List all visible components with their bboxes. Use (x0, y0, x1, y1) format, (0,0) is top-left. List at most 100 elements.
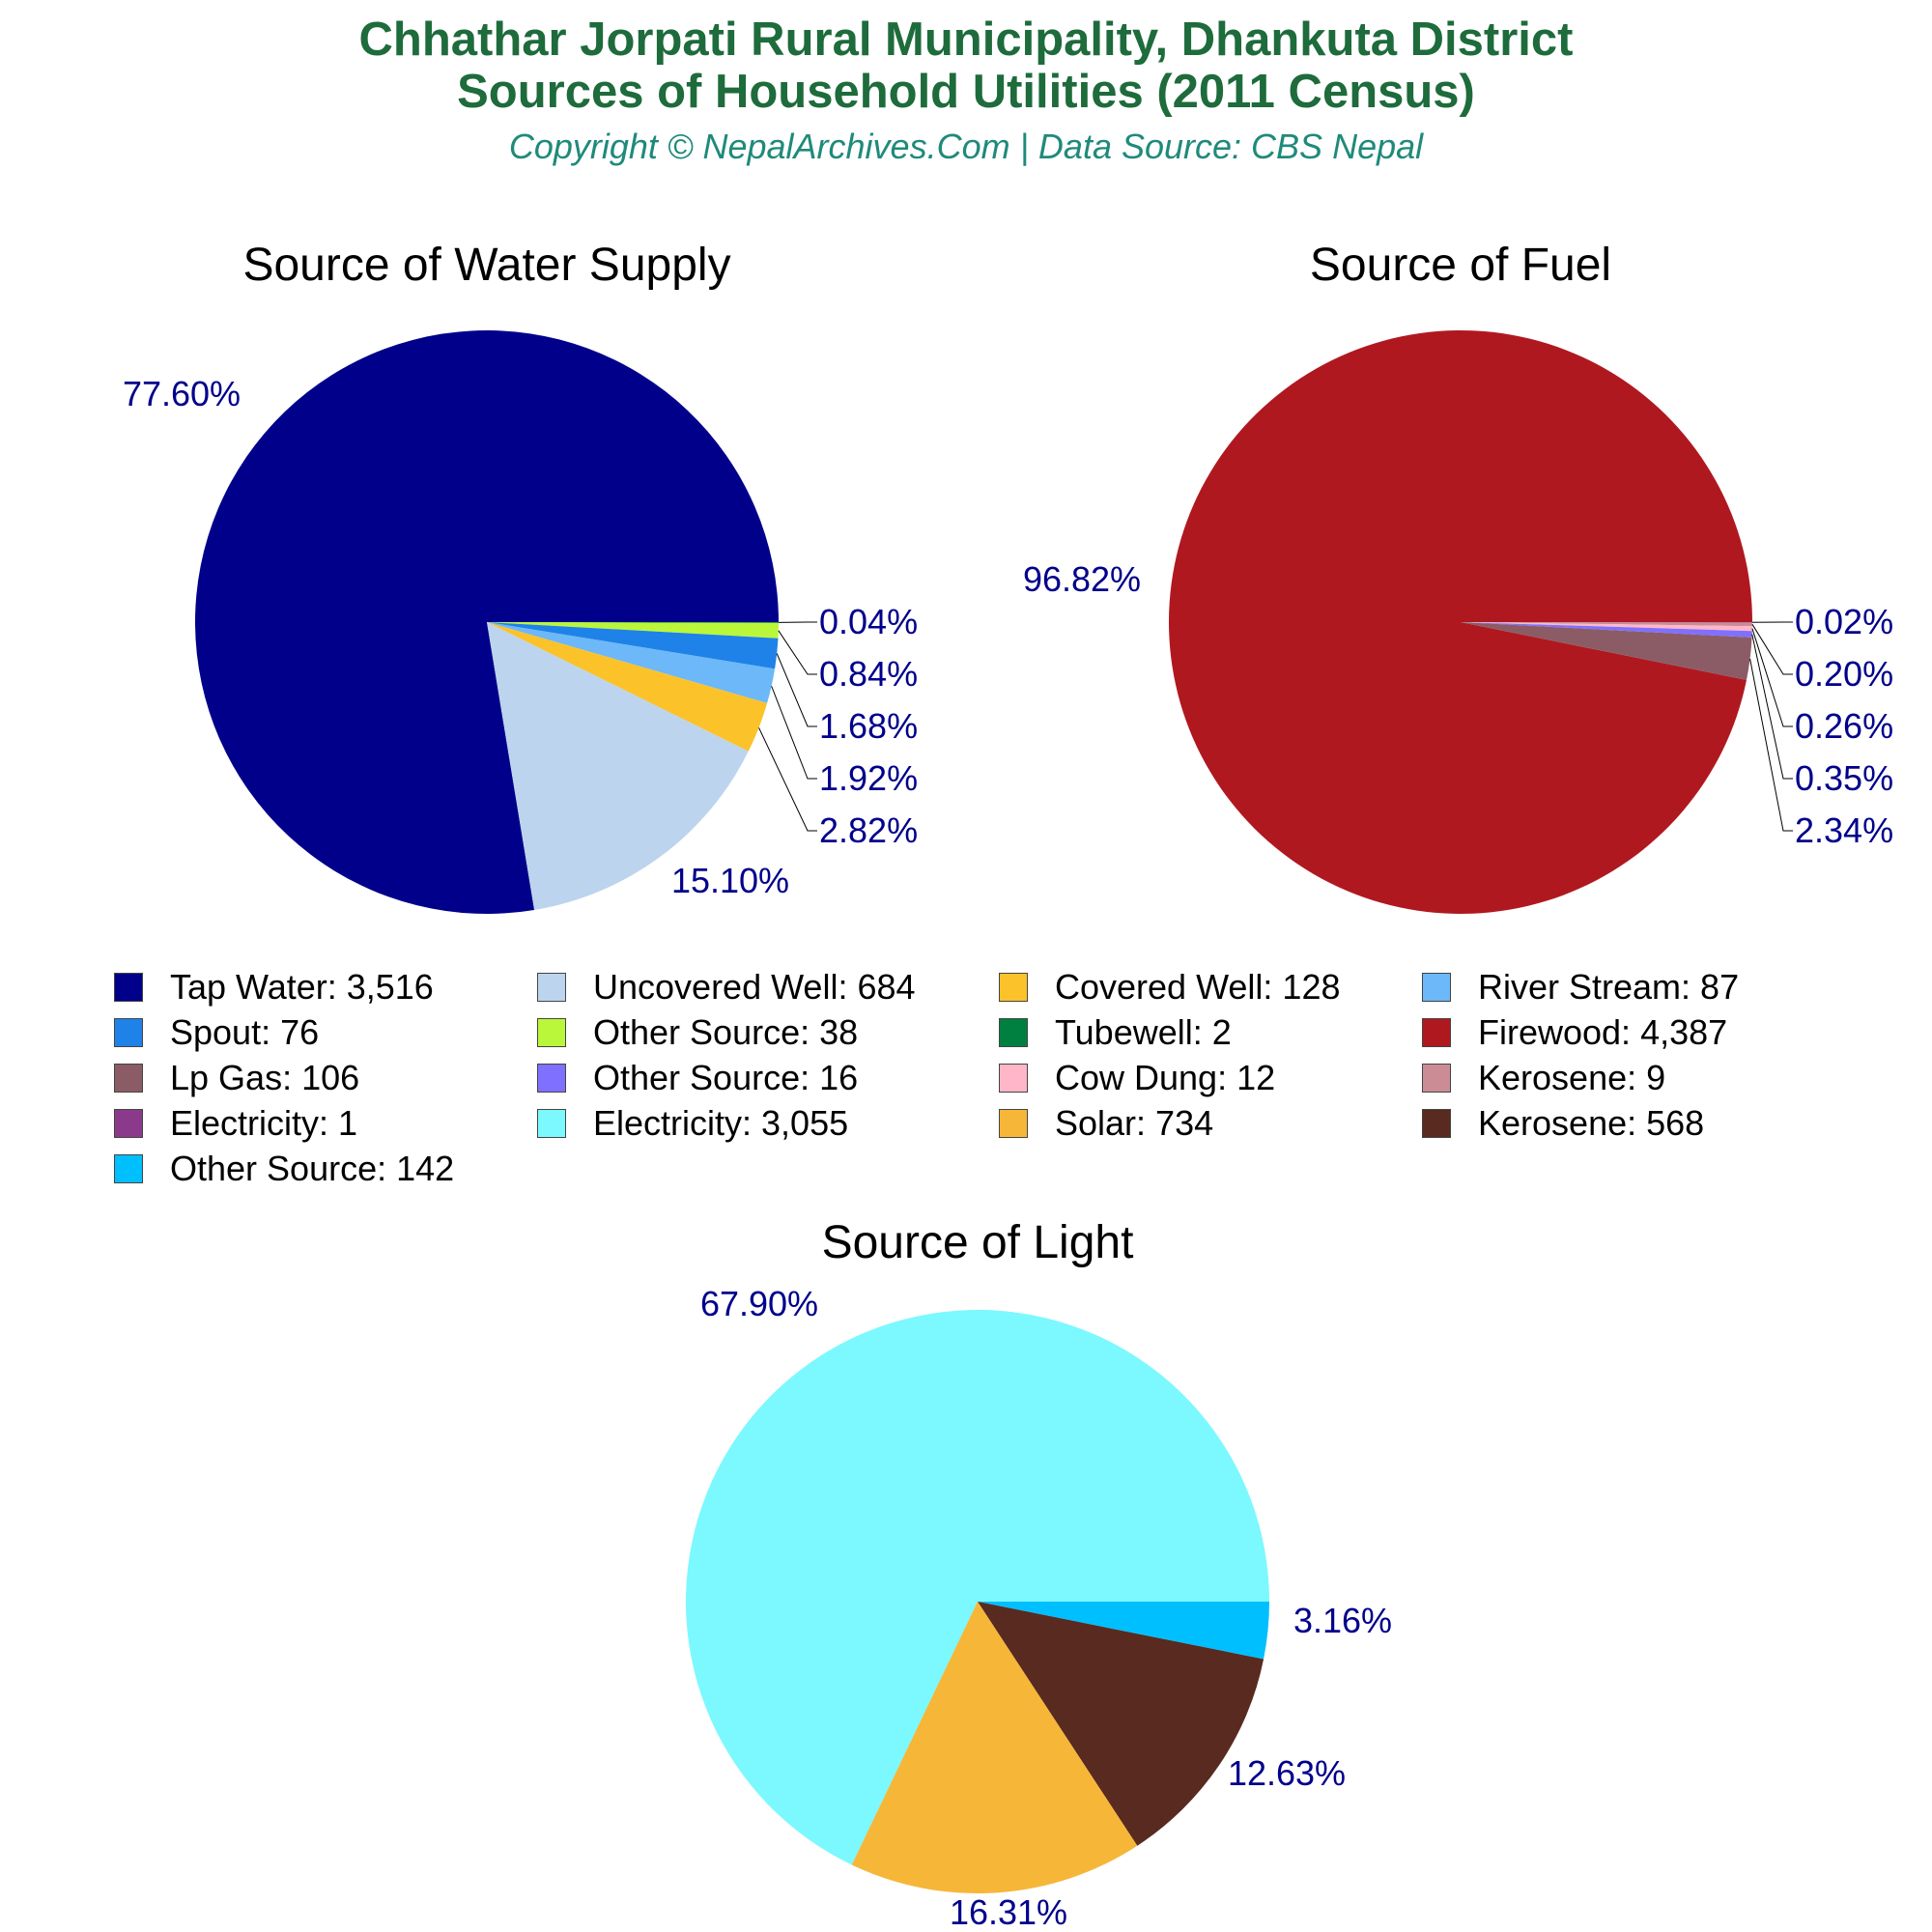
leader-line (778, 630, 817, 675)
pie-slice (487, 622, 779, 669)
legend-item: Kerosene: 9 (1422, 1057, 1665, 1099)
legend-label: Other Source: 142 (170, 1149, 455, 1188)
pie-title: Source of Light (822, 1217, 1134, 1268)
legend-swatch (1422, 1109, 1451, 1138)
pie-pct-label: 3.16% (1293, 1601, 1392, 1640)
pie-pct-label: 15.10% (671, 861, 789, 900)
legend-swatch (114, 1064, 143, 1093)
legend-item: Firewood: 4,387 (1422, 1011, 1727, 1054)
legend-swatch (1422, 1064, 1451, 1093)
pie-slice (978, 1602, 1269, 1660)
pie-pct-label: 0.04% (819, 602, 918, 641)
pie-slice (487, 622, 768, 752)
pie-slice (1169, 330, 1752, 915)
pie-title: Source of Water Supply (242, 240, 730, 291)
legend-label: Other Source: 38 (593, 1012, 859, 1052)
legend-item: Kerosene: 568 (1422, 1102, 1704, 1145)
leader-line (776, 653, 817, 727)
legend-swatch (114, 973, 143, 1002)
legend-swatch (1422, 973, 1451, 1002)
leader-line (1751, 634, 1793, 780)
pie-pct-label: 12.63% (1228, 1753, 1346, 1793)
pie-slice (851, 1602, 1138, 1893)
legend-swatch (999, 1064, 1028, 1093)
pie-pct-label: 1.68% (819, 706, 918, 746)
pie-pct-label: 0.20% (1795, 654, 1893, 694)
legend-item: Other Source: 142 (114, 1148, 454, 1190)
leader-line (771, 686, 817, 780)
legend-item: Tap Water: 3,516 (114, 966, 434, 1009)
pie-slice (487, 622, 749, 910)
legend-swatch (999, 1018, 1028, 1047)
legend-label: Cow Dung: 12 (1055, 1058, 1276, 1097)
leader-line (1751, 628, 1793, 727)
legend-item: Cow Dung: 12 (999, 1057, 1275, 1099)
pie-pct-label: 16.31% (950, 1892, 1067, 1932)
pie-pct-label: 0.02% (1795, 602, 1893, 641)
legend-item: Tubewell: 2 (999, 1011, 1232, 1054)
pie-pct-label: 67.90% (700, 1284, 818, 1323)
legend-label: Kerosene: 9 (1478, 1058, 1666, 1097)
legend-item: Electricity: 3,055 (537, 1102, 848, 1145)
legend-swatch (537, 1018, 566, 1047)
pie-chart-1: Source of Water Supply 77.60% 15.10% 0.04% 0… (123, 240, 918, 914)
legend-item: Other Source: 38 (537, 1011, 858, 1054)
pie-pct-label: 2.82% (819, 810, 918, 850)
legend-label: Electricity: 1 (170, 1103, 358, 1143)
pie-slice (1461, 622, 1752, 680)
pie-pct-label: 96.82% (1023, 559, 1141, 599)
legend-label: Electricity: 3,055 (593, 1103, 849, 1143)
pie-slice (978, 1602, 1264, 1846)
legend-item: Lp Gas: 106 (114, 1057, 359, 1099)
legend-label: River Stream: 87 (1478, 967, 1740, 1007)
legend-swatch (114, 1109, 143, 1138)
legend-label: Solar: 734 (1055, 1103, 1214, 1143)
leader-line (758, 727, 817, 832)
main-title-line1: Chhathar Jorpati Rural Municipality, Dha… (358, 14, 1574, 66)
pie-slice (487, 622, 779, 639)
legend-item: Solar: 734 (999, 1102, 1213, 1145)
legend-label: Tubewell: 2 (1055, 1012, 1232, 1052)
legend-item: Covered Well: 128 (999, 966, 1341, 1009)
legend-swatch (537, 1109, 566, 1138)
legend-swatch (114, 1154, 143, 1183)
pie-slice (487, 622, 776, 703)
pie-slice (1461, 622, 1752, 638)
pie-pct-label: 77.60% (123, 374, 241, 413)
pie-slice (1461, 622, 1752, 627)
legend-label: Spout: 76 (170, 1012, 320, 1052)
legend-label: Other Source: 16 (593, 1058, 859, 1097)
legend-label: Lp Gas: 106 (170, 1058, 360, 1097)
leader-line (1751, 624, 1793, 675)
legend-item: Electricity: 1 (114, 1102, 357, 1145)
legend-swatch (114, 1018, 143, 1047)
pie-pct-label: 1.92% (819, 758, 918, 798)
legend-item: Spout: 76 (114, 1011, 319, 1054)
legend-item: Uncovered Well: 684 (537, 966, 916, 1009)
legend-swatch (999, 1109, 1028, 1138)
legend-label: Covered Well: 128 (1055, 967, 1341, 1007)
legend-swatch (537, 973, 566, 1002)
legend-swatch (1422, 1018, 1451, 1047)
copyright-subtitle: Copyright © NepalArchives.Com | Data Sou… (508, 127, 1424, 166)
pie-pct-label: 0.84% (819, 654, 918, 694)
pie-slice (487, 622, 779, 623)
pie-slice (685, 1310, 1269, 1865)
pie-title: Source of Fuel (1310, 240, 1611, 291)
pie-slice (1461, 622, 1752, 632)
pie-pct-label: 0.26% (1795, 706, 1893, 746)
legend-label: Kerosene: 568 (1478, 1103, 1705, 1143)
legend-item: Other Source: 16 (537, 1057, 858, 1099)
legend-label: Firewood: 4,387 (1478, 1012, 1728, 1052)
legend-label: Uncovered Well: 684 (593, 967, 916, 1007)
chart-header: Chhathar Jorpati Rural Municipality, Dha… (0, 14, 1932, 168)
main-title-line2: Sources of Household Utilities (2011 Cen… (457, 66, 1475, 118)
pie-pct-label: 0.35% (1795, 758, 1893, 798)
legend-label: Tap Water: 3,516 (170, 967, 434, 1007)
legend-swatch (999, 973, 1028, 1002)
legend-item: River Stream: 87 (1422, 966, 1739, 1009)
pie-pct-label: 2.34% (1795, 810, 1893, 850)
pie-chart-2: Source of Fuel 96.82% 0.02% 0.20% 0.26% 0.35%… (1023, 240, 1893, 915)
leader-line (1749, 658, 1793, 832)
